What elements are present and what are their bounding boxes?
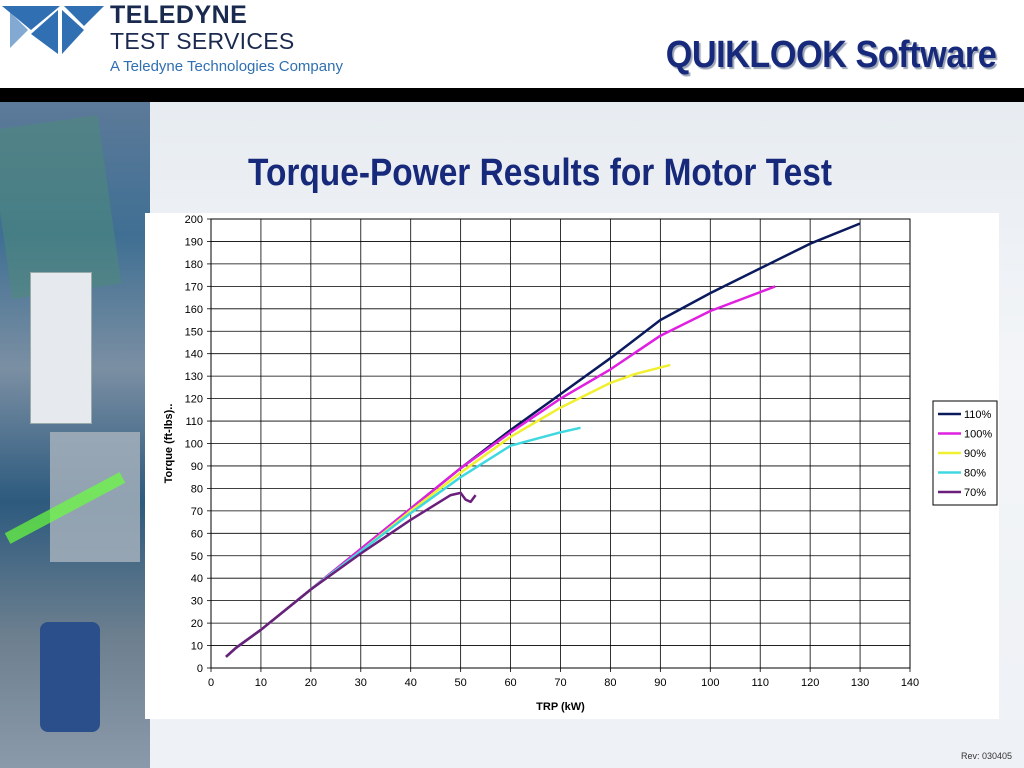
- y-tick-label: 190: [185, 236, 203, 248]
- y-axis-label: Torque (ft-lbs)..: [163, 404, 175, 484]
- company-tagline: A Teledyne Technologies Company: [110, 58, 343, 75]
- y-tick-label: 120: [185, 394, 203, 406]
- y-tick-label: 180: [185, 259, 203, 271]
- y-tick-label: 160: [185, 304, 203, 316]
- y-tick-label: 140: [185, 349, 203, 361]
- x-axis-label: TRP (kW): [536, 701, 585, 713]
- legend-label: 100%: [964, 429, 992, 441]
- series-line-100pct: [225, 285, 776, 658]
- series-line-80pct: [225, 426, 581, 658]
- y-tick-label: 80: [191, 483, 203, 495]
- revision-label: Rev: 030405: [960, 751, 1012, 761]
- y-tick-label: 10: [191, 641, 203, 653]
- y-tick-label: 130: [185, 371, 203, 383]
- series-line-70pct: [225, 491, 477, 658]
- plot-area-border: [210, 218, 911, 669]
- x-tick-label: 140: [901, 677, 919, 689]
- x-tick-label: 120: [801, 677, 819, 689]
- x-tick-label: 30: [355, 677, 367, 689]
- chart-panel: 0 10 20 30 40 50 60 70 80 90 100 110 120 130 140 0 10 20 3…: [145, 213, 999, 719]
- x-tick-label: 20: [305, 677, 317, 689]
- x-tick-label: 0: [208, 677, 214, 689]
- device-image: [30, 272, 92, 424]
- header-divider: [0, 88, 1024, 102]
- company-division: TEST SERVICES: [110, 28, 295, 54]
- y-tick-label: 70: [191, 506, 203, 518]
- series-line-110pct: [225, 222, 861, 658]
- y-tick-label: 60: [191, 528, 203, 540]
- x-tick-label: 90: [654, 677, 666, 689]
- x-tick-label: 110: [751, 677, 769, 689]
- y-tick-label: 110: [185, 416, 203, 428]
- sensor-image: [40, 622, 100, 732]
- x-tick-label: 70: [554, 677, 566, 689]
- x-tick-label: 40: [405, 677, 417, 689]
- slide-title: Torque-Power Results for Motor Test: [248, 152, 833, 194]
- slide-header: TELEDYNE TEST SERVICES A Teledyne Techno…: [0, 0, 1024, 88]
- y-tick-label: 150: [185, 326, 203, 338]
- y-tick-label: 20: [191, 618, 203, 630]
- y-tick-label: 0: [197, 663, 203, 675]
- teledyne-logo-icon: [2, 6, 104, 54]
- legend-label: 110%: [964, 409, 992, 421]
- x-tick-label: 80: [604, 677, 616, 689]
- y-tick-label: 50: [191, 551, 203, 563]
- company-name: TELEDYNE: [110, 1, 248, 29]
- product-title: QUIKLOOK Software: [665, 34, 996, 76]
- x-tick-label: 10: [255, 677, 267, 689]
- legend-label: 80%: [964, 468, 986, 480]
- legend-label: 70%: [964, 487, 986, 499]
- y-tick-label: 30: [191, 596, 203, 608]
- x-tick-label: 130: [851, 677, 869, 689]
- x-tick-label: 60: [504, 677, 516, 689]
- y-tick-label: 100: [185, 439, 203, 451]
- torque-power-chart: 0 10 20 30 40 50 60 70 80 90 100 110 120 130 140 0 10 20 3…: [163, 214, 998, 713]
- x-tick-label: 50: [455, 677, 467, 689]
- y-tick-label: 40: [191, 573, 203, 585]
- y-tick-label: 170: [185, 281, 203, 293]
- y-tick-label: 90: [191, 461, 203, 473]
- legend-label: 90%: [964, 448, 986, 460]
- x-tick-label: 100: [701, 677, 719, 689]
- y-tick-label: 200: [185, 214, 203, 226]
